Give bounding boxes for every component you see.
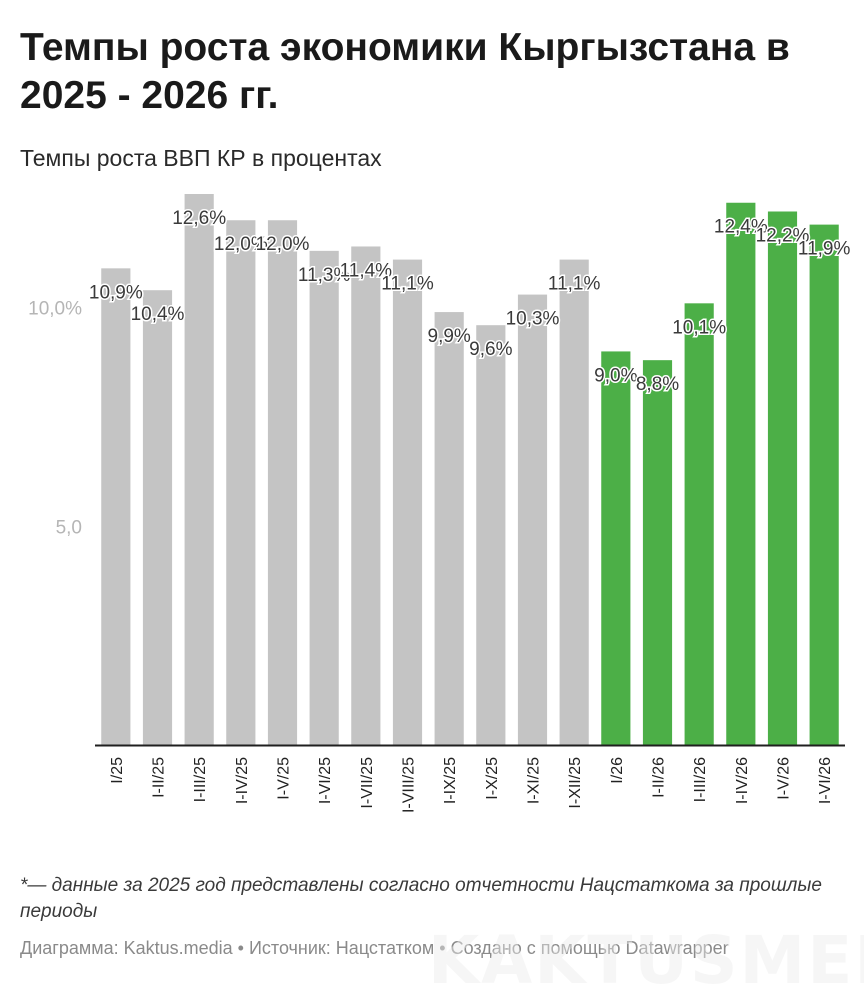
x-tick-label: I-V/25: [276, 757, 293, 800]
data-label: 9,6%: [469, 339, 512, 360]
x-tick-label: I-X/25: [484, 757, 501, 800]
x-tick-label: I-VII/25: [359, 757, 376, 809]
bar: [142, 290, 173, 745]
footnote: *— данные за 2025 год представлены согла…: [20, 875, 822, 922]
page-title: Темпы роста экономики Кыргызстана в 2025…: [20, 26, 790, 117]
data-label: 8,8%: [636, 374, 679, 395]
x-tick-label: I-III/26: [692, 757, 709, 802]
data-label: 12,0%: [256, 234, 310, 255]
y-tick-label: 5,0: [56, 517, 82, 538]
chart-subtitle: Темпы роста ВВП КР в процентах: [20, 145, 382, 171]
bar: [517, 294, 548, 745]
bar: [226, 220, 256, 745]
bar: [642, 360, 673, 745]
data-label: 12,6%: [172, 208, 226, 229]
x-tick-label: I-VI/26: [817, 757, 834, 804]
data-label: 11,4%: [340, 260, 393, 281]
x-tick-label: I-VIII/25: [401, 757, 418, 813]
x-tick-label: I-II/25: [151, 757, 168, 798]
bar: [351, 246, 381, 745]
bar: [309, 250, 339, 745]
data-label: 10,3%: [506, 309, 560, 330]
data-label: 11,9%: [798, 239, 851, 260]
bar: [767, 211, 798, 745]
data-label: 10,9%: [89, 282, 143, 303]
bar: [476, 325, 506, 745]
data-label: 9,9%: [428, 326, 471, 347]
x-tick-label: I-XI/25: [526, 757, 543, 804]
bar: [392, 259, 423, 745]
bar: [726, 202, 756, 745]
x-tick-label: I-III/25: [192, 757, 209, 802]
x-tick-label: I-II/26: [651, 757, 668, 798]
bar: [559, 259, 589, 745]
data-label: 9,0%: [594, 365, 637, 386]
bar: [601, 351, 631, 745]
data-label: 10,4%: [131, 304, 185, 325]
bar: [809, 224, 839, 746]
x-tick-label: I-XII/25: [567, 757, 584, 809]
y-tick-label: 10,0%: [28, 299, 82, 320]
data-label: 11,1%: [548, 274, 601, 295]
x-tick-label: I-IX/25: [442, 757, 459, 804]
data-label: 11,3%: [298, 265, 351, 286]
bar-chart: 5,010,0%10,9%10,4%12,6%12,0%12,0%11,3%11…: [28, 194, 852, 813]
x-tick-label: I-VI/25: [317, 757, 334, 804]
x-tick-label: I/25: [109, 757, 126, 784]
x-tick-label: I-IV/25: [234, 757, 251, 804]
data-label: 12,0%: [214, 234, 268, 255]
x-tick-label: I-V/26: [776, 757, 793, 800]
bar: [684, 303, 714, 745]
bar: [101, 268, 131, 745]
x-tick-label: I/26: [609, 757, 626, 784]
data-label: 10,1%: [672, 317, 726, 338]
data-label: 12,4%: [714, 217, 768, 238]
bar: [184, 194, 214, 745]
data-label: 11,1%: [381, 274, 434, 295]
bar: [434, 312, 464, 745]
x-tick-label: I-IV/26: [734, 757, 751, 804]
bar: [267, 220, 298, 745]
source-credit: Диаграмма: Kaktus.media • Источник: Нацс…: [20, 938, 729, 958]
data-label: 12,2%: [756, 225, 810, 246]
